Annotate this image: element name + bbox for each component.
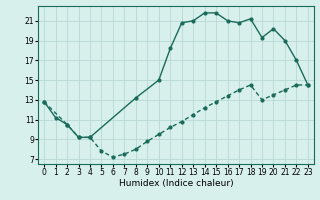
X-axis label: Humidex (Indice chaleur): Humidex (Indice chaleur) — [119, 179, 233, 188]
